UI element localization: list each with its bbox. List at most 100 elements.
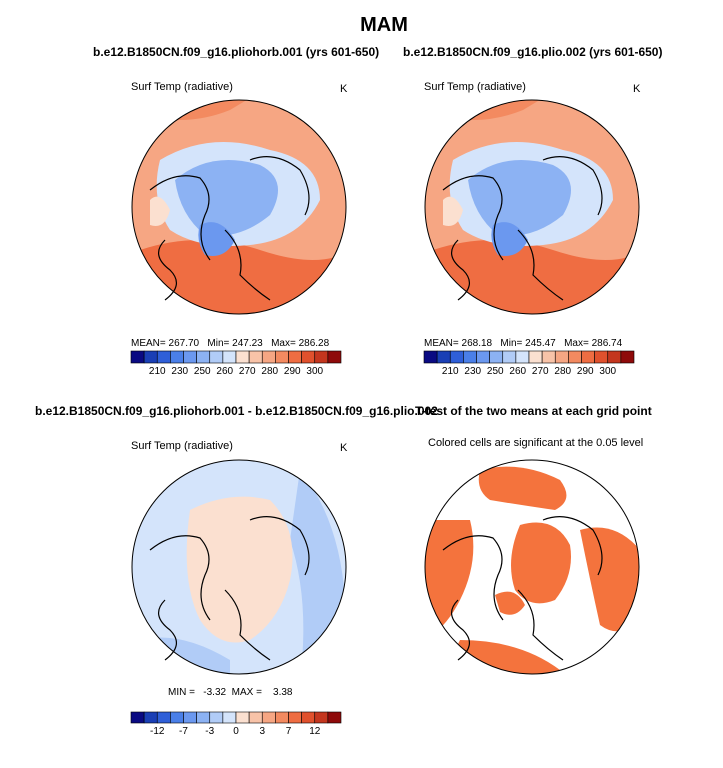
panel-3-colorbar-cell <box>183 711 197 724</box>
panel-2-colorbar-tick-label: 270 <box>531 366 549 377</box>
panel-1-colorbar <box>130 350 342 364</box>
panel-2-colorbar-tick-label: 260 <box>509 366 527 377</box>
panel-1-colorbar-tick-label: 210 <box>148 366 166 377</box>
panel-1-colorbar-cell <box>301 350 316 364</box>
panel-3-colorbar-tick-label: 3 <box>259 726 266 737</box>
panel-3-colorbar-tick-label: 0 <box>233 726 239 737</box>
panel-1-colorbar-cell <box>156 350 171 364</box>
panel-1-colorbar-cell <box>235 350 250 364</box>
panel-1-colorbar-cell <box>327 350 342 364</box>
figure-title: MAM <box>360 14 408 36</box>
panel-3-colorbar-tick-label: -7 <box>179 726 188 737</box>
panel-4-note: Colored cells are significant at the 0.0… <box>428 437 644 449</box>
panel-4-sig-region-greenland <box>495 591 525 615</box>
panel-1-colorbar-cell <box>275 350 289 364</box>
panel-2-colorbar-cell <box>515 350 530 364</box>
panel-2-title: b.e12.B1850CN.f09_g16.plio.002 (yrs 601-… <box>403 45 663 59</box>
panel-2-outline <box>424 99 640 315</box>
panel-1-variable-label: Surf Temp (radiative) <box>131 81 233 93</box>
panel-1-stats: MEAN= 267.70 Min= 247.23 Max= 286.28 <box>131 338 330 349</box>
panel-4-sig-region-east <box>580 527 639 632</box>
panel-2-colorbar-tick-label: 210 <box>441 366 459 377</box>
panel-4-outline <box>424 459 640 675</box>
panel-3-coastlines <box>149 516 310 661</box>
panel-2-variable-label: Surf Temp (radiative) <box>424 81 526 93</box>
panel-2-map <box>425 100 639 314</box>
panel-1-colorbar-cell <box>261 350 276 364</box>
panel-2-colorbar-cell <box>489 350 504 364</box>
panel-2-colorbar-cell <box>423 350 438 364</box>
panel-1-colorbar-cell <box>170 350 184 364</box>
panel-3-colorbar-cell <box>248 711 263 724</box>
panel-1-colorbar-tick-label: 280 <box>261 366 279 377</box>
panel-2-colorbar-tick-label: 230 <box>464 366 482 377</box>
panel-2-colorbar-cell <box>436 350 451 364</box>
panel-3-colorbar-cell <box>314 711 329 724</box>
panel-1-colorbar-tick-label: 260 <box>216 366 234 377</box>
panel-1-coastlines <box>149 156 310 301</box>
panel-1-colorbar-cell <box>143 350 158 364</box>
panel-2-colorbar-cell <box>449 350 464 364</box>
panel-4-sig-region-north <box>478 466 567 510</box>
panel-3-title: b.e12.B1850CN.f09_g16.pliohorb.001 - b.e… <box>35 404 438 418</box>
panel-2-colorbar <box>423 350 635 364</box>
panel-1-title: b.e12.B1850CN.f09_g16.pliohorb.001 (yrs … <box>93 45 380 59</box>
panel-2-colorbar-cell <box>568 350 582 364</box>
panel-3-colorbar-cell <box>222 711 237 724</box>
panel-2-colorbar-cell <box>607 350 622 364</box>
panel-1-canada-patch <box>150 196 170 226</box>
panel-3-colorbar-tick-label: 12 <box>309 726 321 737</box>
panel-3-colorbar-tick-label: -3 <box>205 726 215 737</box>
panel-3-colorbar-cell <box>288 711 302 724</box>
panel-4-sig-region-center <box>511 522 571 604</box>
panel-4-title: T-test of the two means at each grid poi… <box>415 404 652 418</box>
panel-2-colorbar-cell <box>581 350 595 364</box>
panel-3-colorbar-cell <box>261 711 276 724</box>
panel-3-variable-label: Surf Temp (radiative) <box>131 440 233 452</box>
panel-1-colorbar-cell <box>209 350 224 364</box>
panel-3-colorbar-cell <box>209 711 224 724</box>
panel-1-colorbar-tick-label: 300 <box>306 366 324 377</box>
panel-3-colorbar-cell <box>143 711 158 724</box>
panel-3-arctic-warm <box>186 496 293 643</box>
panel-3-colorbar-tick-label: 7 <box>285 726 292 737</box>
panel-3-colorbar <box>130 711 342 724</box>
panel-1-colorbar-cell <box>222 350 237 364</box>
panel-3-colorbar-tick-label: -12 <box>150 726 165 737</box>
panel-2-colorbar-cell <box>620 350 635 364</box>
panel-1-units: K <box>340 83 348 95</box>
panel-2-stats: MEAN= 268.18 Min= 245.47 Max= 286.74 <box>424 338 623 349</box>
panel-3-outline <box>131 459 347 675</box>
panel-4-map <box>425 460 639 674</box>
panel-1-colorbar-cell <box>196 350 211 364</box>
panel-2-colorbar-tick-label: 300 <box>599 366 617 377</box>
panel-2-colorbar-cell <box>476 350 490 364</box>
panel-3-colorbar-cell <box>170 711 184 724</box>
panel-1-outline <box>131 99 347 315</box>
panel-3-colorbar-cell <box>275 711 289 724</box>
panel-1-colorbar-tick-label: 250 <box>193 366 211 377</box>
panel-1-colorbar-cell <box>130 350 145 364</box>
panel-2-colorbar-tick-label: 280 <box>554 366 572 377</box>
panel-3-colorbar-cell <box>156 711 171 724</box>
panel-1-colorbar-tick-label: 270 <box>238 366 256 377</box>
panel-4-coastlines <box>442 516 603 661</box>
panel-1-colorbar-cell <box>288 350 302 364</box>
panel-1-colorbar-cell <box>183 350 197 364</box>
panel-2-colorbar-cell <box>594 350 609 364</box>
panel-2-colorbar-cell <box>528 350 543 364</box>
panel-1-colorbar-cell <box>248 350 263 364</box>
panel-3-colorbar-cell <box>301 711 316 724</box>
panel-1-colorbar-tick-label: 230 <box>171 366 189 377</box>
panel-2-colorbar-cell <box>554 350 569 364</box>
panel-2-colorbar-cell <box>541 350 556 364</box>
panel-2-colorbar-tick-label: 250 <box>486 366 504 377</box>
panel-1-colorbar-cell <box>314 350 329 364</box>
panel-3-stats: MIN = -3.32 MAX = 3.38 <box>168 687 293 698</box>
panel-2-colorbar-cell <box>502 350 517 364</box>
panel-2-canada-patch <box>443 196 463 226</box>
panel-3-colorbar-cell <box>327 711 342 724</box>
panel-3-colorbar-cell <box>130 711 145 724</box>
panel-3-colorbar-cell <box>235 711 250 724</box>
